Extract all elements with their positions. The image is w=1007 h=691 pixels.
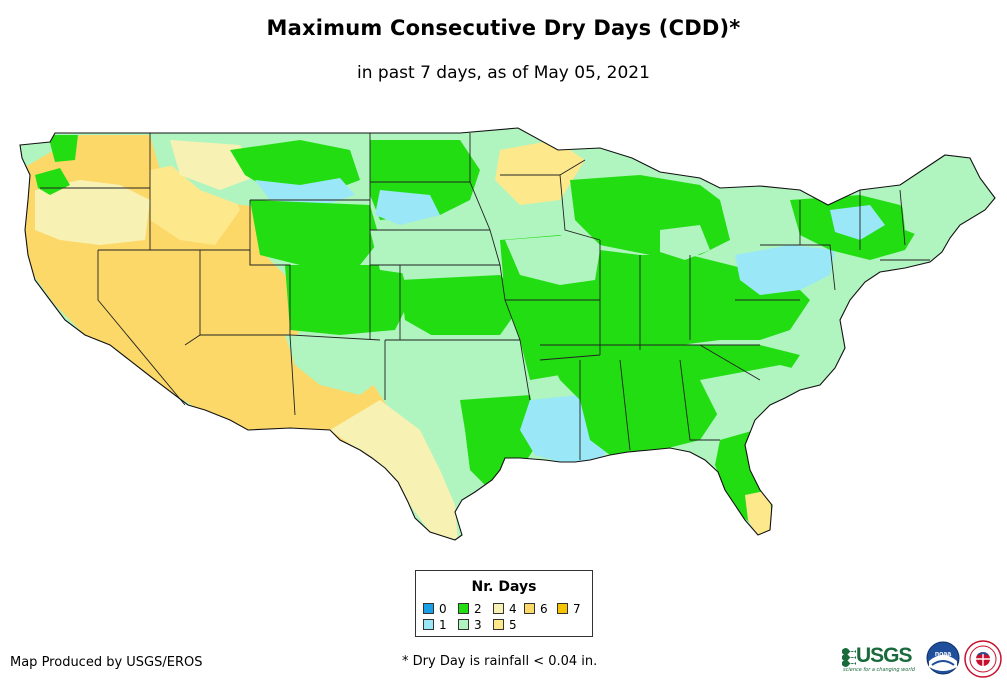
legend-item-0-days: 0 [423,603,447,615]
map-subtitle: in past 7 days, as of May 05, 2021 [357,63,650,83]
patch-washington-2-days [48,135,78,162]
legend-item-3-days: 3 [458,619,482,631]
legend-item-5-days: 5 [493,619,517,631]
region-northeast-1-day [830,205,885,240]
cdd-regions [20,133,990,540]
boundary-mountain-states [200,133,381,416]
legend-item-7-days: 7 [557,603,581,615]
boundary-plains-states [370,133,531,401]
usgs-wave-icon [842,648,856,667]
noaa-logo-icon: noaa [926,641,960,675]
legend-swatch [557,603,568,614]
legend-item-2-days: 2 [458,603,482,615]
legend-swatch [423,619,434,630]
legend-swatch [493,619,504,630]
patch-arizona-3-days [285,335,380,395]
region-colorado-2-days [285,265,410,335]
legend-swatch [423,603,434,614]
state-boundaries [40,133,930,460]
legend-swatch [458,619,469,630]
region-nebraska-3-days [370,230,500,280]
boundary-midwest-states [500,159,691,361]
legend-swatch [458,603,469,614]
usgs-wordmark: USGS [856,644,913,667]
region-kansas-2-days [400,275,525,340]
region-wyoming-2-days [250,200,380,265]
region-montana-1-day [255,178,355,205]
region-iowa-3-days [505,235,600,285]
region-northwest-5-days [35,180,150,245]
legend-swatch [493,603,504,614]
patch-michigan-3-days [660,225,710,260]
region-oklahoma-3-days [340,335,530,395]
region-pennsylvania-1-day [735,245,835,295]
usgs-logo: USGS science for a changing world [842,642,922,678]
region-minnesota-4-days [495,140,585,205]
legend-swatch [524,603,535,614]
legend-item-1-day: 1 [423,619,447,631]
region-southeast-2-days [540,340,800,455]
dry-day-footnote: * Dry Day is rainfall < 0.04 in. [402,654,598,669]
region-texas-4-days [330,400,458,540]
noaa-text: noaa [935,651,951,658]
region-carolinas-3-days [700,365,820,420]
map-credit: Map Produced by USGS/EROS [10,655,203,670]
region-south-florida-5-days [745,490,772,536]
legend-item-4-days: 4 [493,603,517,615]
map-title: Maximum Consecutive Dry Days (CDD)* [266,16,741,40]
usgs-tagline: science for a changing world [843,667,915,673]
legend-item-6-days: 6 [524,603,548,615]
boundary-southern-states [540,299,800,460]
boundary-northeastern-states [760,189,930,291]
map-legend: Nr. Days 0 1 2 3 4 5 6 7 [415,570,593,637]
boundary-pacific-states [40,133,251,406]
region-dakotas-1-day [375,190,440,225]
region-new-england-3-days [900,160,990,240]
legend-title: Nr. Days [471,579,537,595]
nws-logo-icon [964,640,1002,678]
agency-logos: USGS science for a changing world noaa [842,640,1002,680]
